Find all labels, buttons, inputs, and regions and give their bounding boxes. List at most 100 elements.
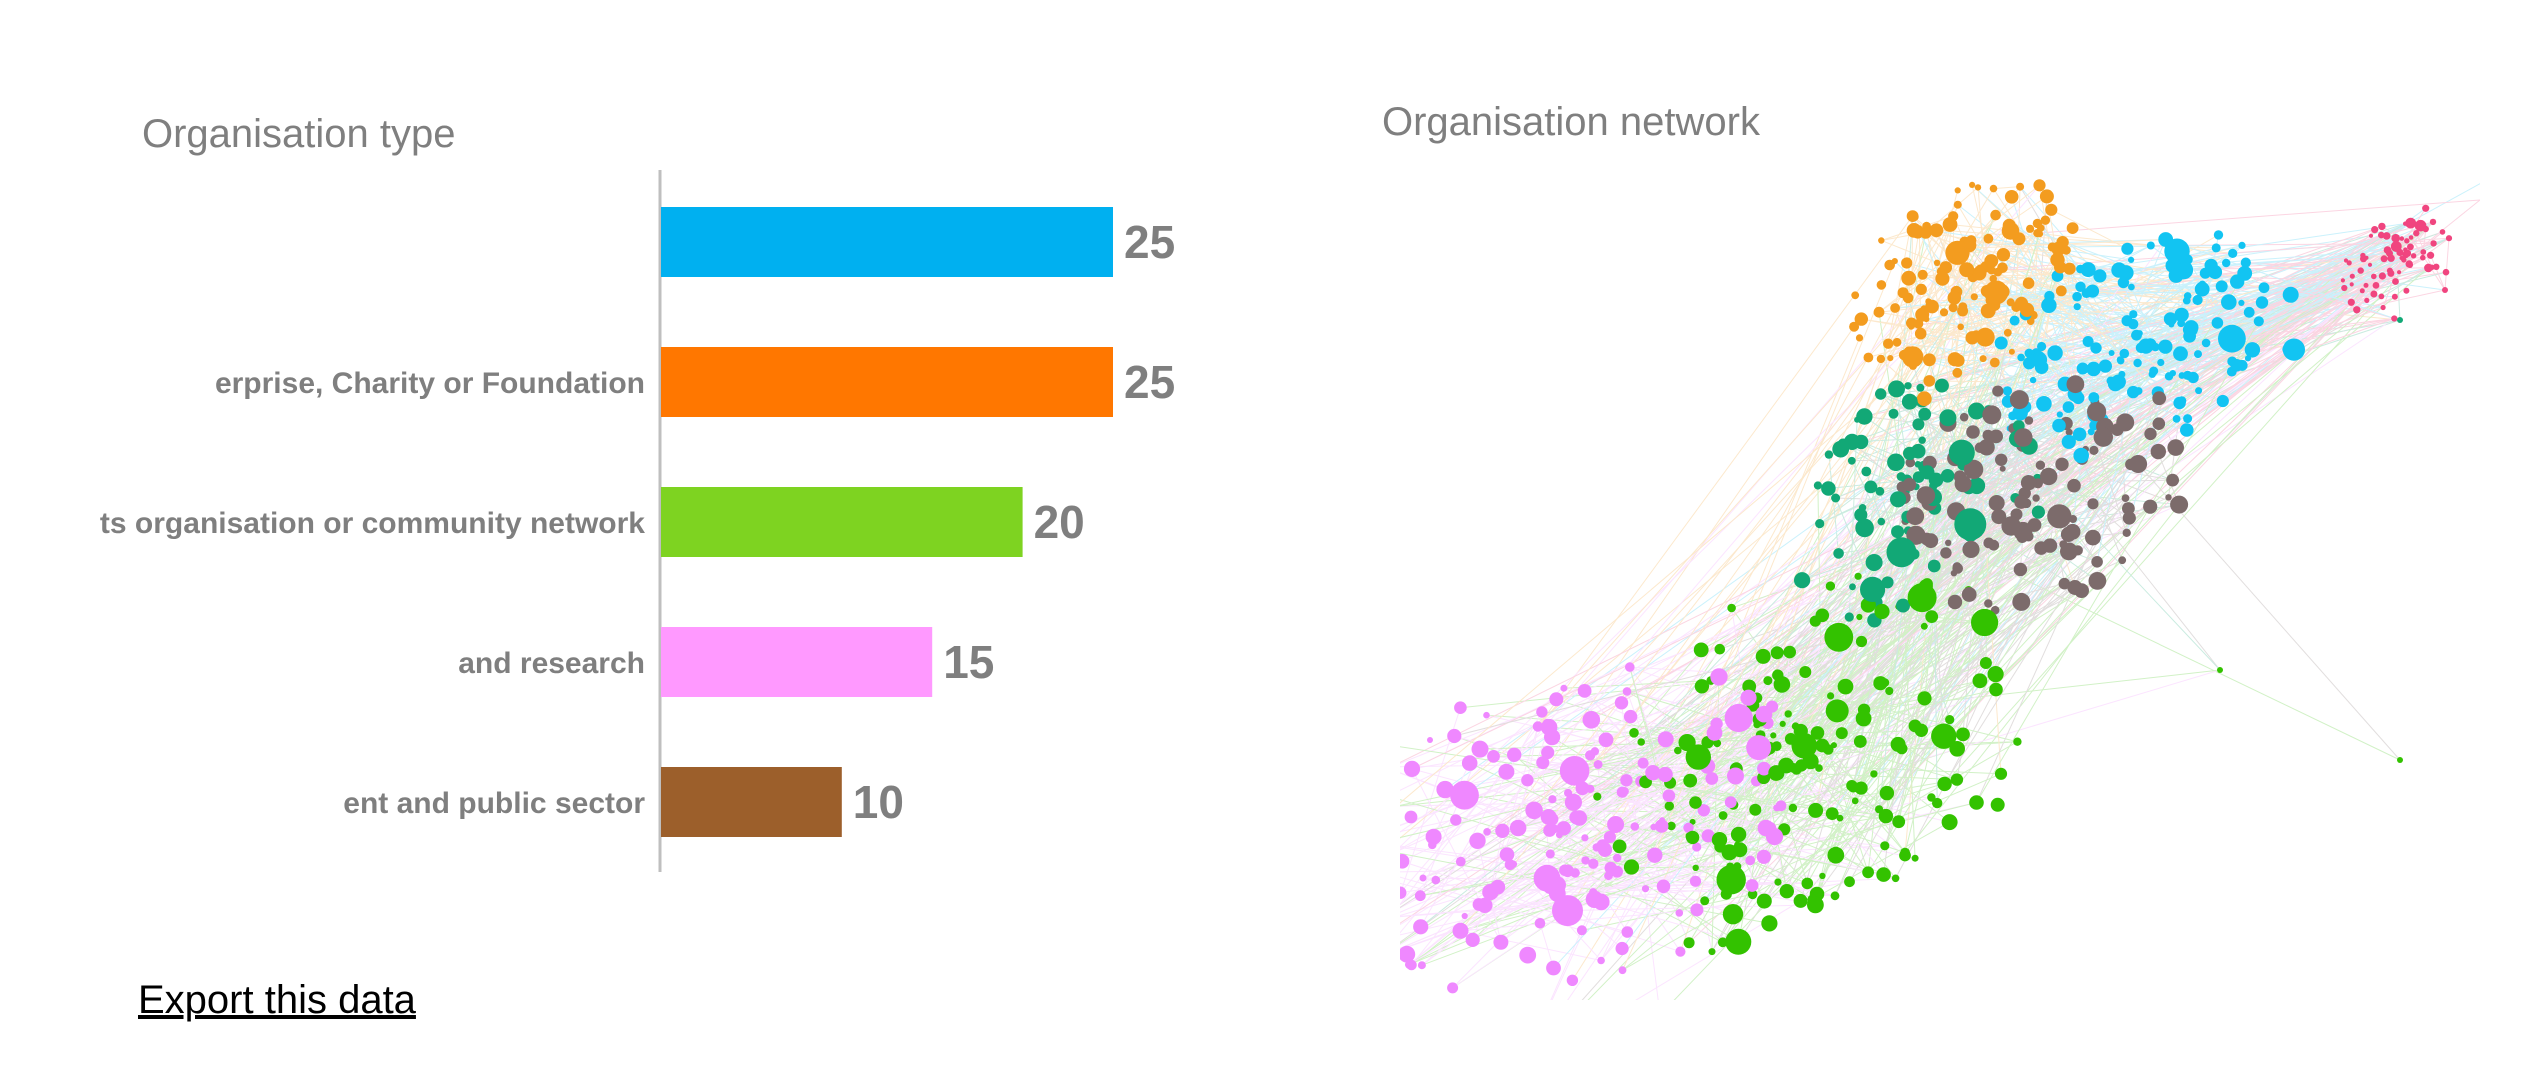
network-node	[1450, 780, 1479, 810]
network-chart-title: Organisation network	[1382, 100, 1760, 144]
network-node	[1935, 271, 1950, 286]
bar	[661, 347, 1113, 417]
label-clip-mask	[0, 150, 90, 870]
network-edge	[1982, 271, 2400, 360]
network-edge	[1976, 295, 2188, 336]
network-node	[1870, 770, 1878, 778]
network-edge	[2165, 239, 2395, 319]
network-node	[1774, 878, 1782, 886]
network-node	[2052, 418, 2066, 433]
network-edge	[2017, 238, 2403, 440]
network-node	[2067, 580, 2083, 595]
network-node	[2364, 297, 2370, 303]
network-node	[1532, 721, 1544, 732]
network-node	[2240, 257, 2251, 268]
network-node	[2152, 391, 2167, 406]
network-node	[2024, 416, 2034, 425]
network-edge	[2041, 267, 2429, 347]
network-edge	[2007, 332, 2097, 349]
network-node	[2058, 577, 2071, 590]
network-node	[1890, 736, 1906, 752]
network-edge	[1945, 267, 1989, 312]
network-node	[2016, 182, 2025, 191]
network-edge	[1956, 545, 2051, 749]
network-edge	[2248, 223, 2406, 313]
network-edge	[1835, 497, 1874, 590]
network-node	[2031, 505, 2045, 519]
network-node	[2216, 394, 2229, 408]
network-node	[2430, 240, 2437, 247]
network-edge	[1400, 801, 1574, 807]
network-edge	[2133, 272, 2206, 315]
network-node	[1875, 486, 1885, 496]
network-node	[1716, 865, 1746, 895]
network-edge	[1792, 524, 2035, 809]
network-node	[1552, 895, 1583, 927]
network-node	[1932, 797, 1943, 809]
network-edge	[2191, 264, 2371, 328]
network-node	[1566, 974, 1579, 986]
network-node	[1419, 874, 1427, 882]
network-node	[2165, 494, 2172, 501]
network-edge	[1873, 551, 2070, 775]
network-edge	[1763, 590, 2082, 752]
network-edge	[2033, 272, 2245, 316]
network-edge	[2123, 281, 2367, 301]
network-node	[2080, 262, 2096, 278]
network-edge	[2430, 255, 2446, 291]
network-node	[1939, 261, 1953, 274]
network-node	[1873, 306, 1885, 318]
network-edge	[1904, 248, 1962, 853]
network-node	[1667, 821, 1676, 831]
network-node	[1832, 440, 1850, 458]
network-edge	[1864, 416, 2098, 582]
network-edge	[1640, 515, 1916, 743]
network-edge	[2068, 464, 2132, 552]
network-node	[1534, 918, 1546, 929]
network-edge	[1400, 853, 1551, 946]
network-node	[1727, 767, 1744, 785]
network-edge	[1919, 228, 2151, 247]
network-node	[1788, 803, 1798, 813]
category-label: and research	[458, 647, 645, 680]
network-node	[2201, 338, 2211, 348]
network-edge	[2058, 264, 2371, 426]
network-edge	[2062, 241, 2125, 354]
network-edge	[1812, 821, 1950, 900]
network-edge	[1995, 292, 2076, 395]
network-edge	[2033, 314, 2193, 331]
network-node	[1447, 728, 1462, 744]
network-edge	[1758, 562, 1875, 748]
network-edge	[2057, 275, 2203, 290]
network-edge	[1995, 435, 2041, 466]
network-node	[1452, 922, 1469, 939]
network-node	[2150, 443, 2166, 460]
network-node	[2424, 263, 2433, 273]
network-node	[1825, 699, 1849, 723]
network-node	[1911, 854, 1919, 862]
network-node	[1588, 858, 1599, 869]
network-node	[1710, 668, 1728, 686]
network-edge	[1673, 680, 1981, 1000]
network-node	[1471, 740, 1489, 758]
network-edge	[1836, 397, 2160, 712]
network-node	[1825, 581, 1836, 591]
network-node	[1886, 537, 1917, 568]
network-node	[1915, 283, 1927, 295]
network-node	[1483, 711, 1490, 719]
network-node	[1992, 385, 2004, 397]
network-edge	[1700, 255, 2414, 651]
network-edge	[1767, 680, 2018, 743]
network-edge	[2150, 242, 2434, 247]
network-edge	[1726, 506, 2151, 878]
network-node	[1836, 814, 1844, 822]
network-node	[1975, 327, 1995, 347]
network-edge	[1944, 497, 2126, 785]
network-edge	[1546, 875, 1823, 879]
export-data-link[interactable]: Export this data	[138, 978, 416, 1022]
network-node	[2131, 329, 2142, 341]
network-edge	[2181, 302, 2263, 402]
network-edge	[1400, 516, 2000, 909]
network-node	[1815, 764, 1823, 772]
network-edge	[1984, 559, 2123, 623]
